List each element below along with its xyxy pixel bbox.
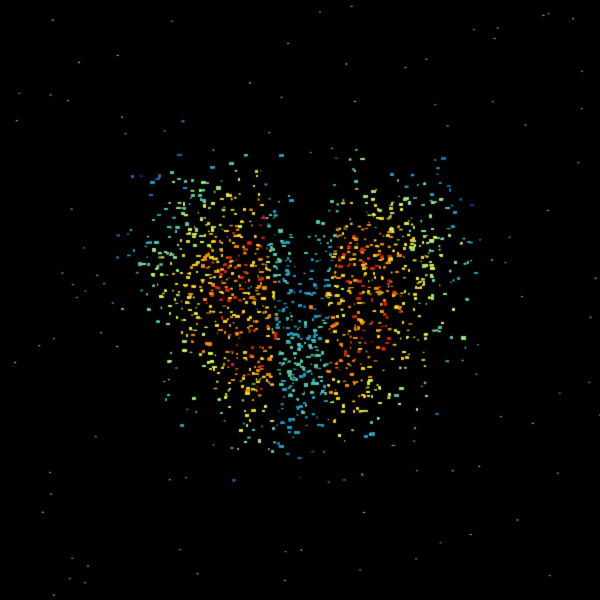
density-visualization	[0, 0, 600, 600]
